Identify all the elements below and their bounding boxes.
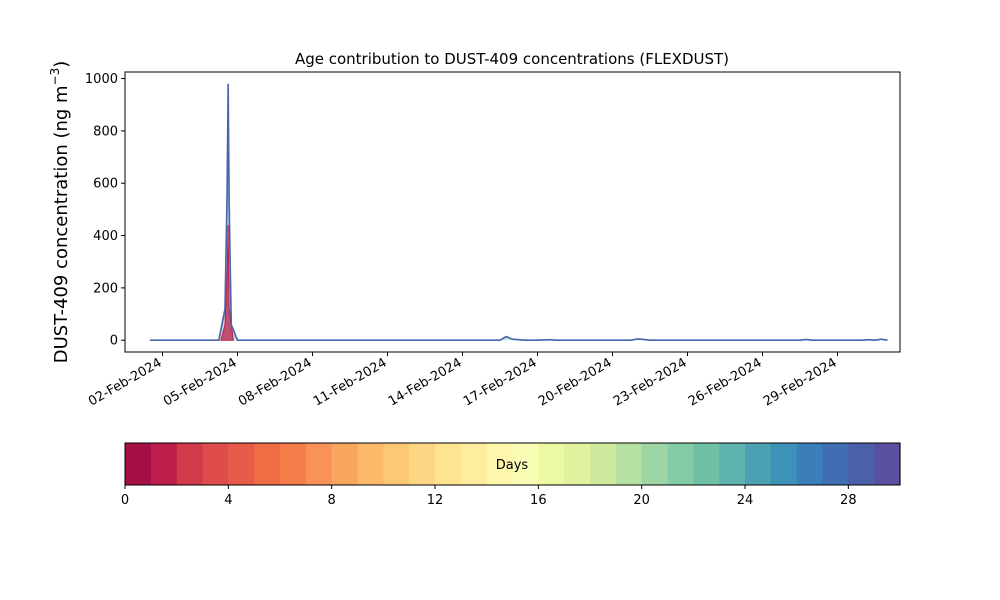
colorbar-segment — [150, 443, 178, 485]
colorbar-tick-label: 24 — [737, 493, 754, 508]
y-axis: 0 200 400 600 800 1000 — [85, 72, 125, 349]
colorbar-segment — [796, 443, 824, 485]
y-tick-label: 400 — [93, 229, 118, 244]
y-axis-label: DUST-409 concentration (ng m−3) — [48, 61, 72, 364]
series-total-area — [150, 83, 888, 341]
colorbar-segment — [357, 443, 384, 485]
colorbar-segment — [383, 443, 410, 485]
colorbar-segment — [305, 443, 333, 485]
y-tick-label: 0 — [110, 334, 118, 349]
colorbar-segment — [228, 443, 255, 485]
colorbar-segment — [331, 443, 359, 485]
colorbar-segment — [745, 443, 772, 485]
colorbar-segment — [512, 443, 539, 485]
x-tick-label: 26-Feb-2024 — [686, 355, 765, 409]
colorbar-segment — [280, 443, 307, 485]
colorbar-tick-label: 4 — [224, 493, 232, 508]
x-tick-label: 29-Feb-2024 — [761, 355, 840, 409]
x-axis: 02-Feb-202405-Feb-202408-Feb-202411-Feb-… — [86, 352, 840, 409]
colorbar-tick-label: 16 — [530, 493, 547, 508]
chart-title: Age contribution to DUST-409 concentrati… — [295, 50, 729, 68]
y-tick-label: 600 — [93, 177, 118, 192]
series-mid-line — [150, 109, 888, 341]
colorbar-tick-label: 20 — [633, 493, 650, 508]
colorbar-segment — [770, 443, 798, 485]
colorbar — [125, 443, 901, 485]
colorbar-segment — [409, 443, 436, 485]
colorbar-segment — [202, 443, 229, 485]
colorbar-label: Days — [496, 458, 529, 473]
colorbar-segment — [822, 443, 849, 485]
x-tick-label: 20-Feb-2024 — [536, 355, 615, 409]
series-young-area — [220, 225, 234, 341]
x-tick-label: 14-Feb-2024 — [386, 355, 465, 409]
x-tick-label: 08-Feb-2024 — [236, 355, 315, 409]
colorbar-segment — [667, 443, 694, 485]
colorbar-ticks: 0 4 8 12 16 20 24 28 — [121, 485, 857, 508]
x-tick-label: 23-Feb-2024 — [611, 355, 690, 409]
colorbar-segment — [590, 443, 617, 485]
series-total-line — [150, 83, 888, 342]
colorbar-segment — [460, 443, 488, 485]
y-axis-label-text: DUST-409 concentration (ng m — [51, 85, 72, 363]
colorbar-segment — [615, 443, 643, 485]
colorbar-segment — [486, 443, 514, 485]
y-axis-label-close: ) — [51, 61, 72, 68]
y-tick-label: 1000 — [85, 72, 118, 87]
x-tick-label: 05-Feb-2024 — [161, 355, 240, 409]
colorbar-segment — [693, 443, 720, 485]
colorbar-segment — [874, 443, 901, 485]
colorbar-tick-label: 28 — [840, 493, 857, 508]
plot-frame — [124, 71, 901, 353]
colorbar-segment — [176, 443, 204, 485]
colorbar-segment — [719, 443, 746, 485]
colorbar-segment — [435, 443, 462, 485]
svg-text:DUST-409 concentration (ng m−3: DUST-409 concentration (ng m−3) — [48, 61, 72, 364]
x-tick-label: 17-Feb-2024 — [461, 355, 540, 409]
colorbar-segment — [848, 443, 875, 485]
y-axis-label-superscript: −3 — [48, 68, 62, 86]
colorbar-segment — [641, 443, 669, 485]
colorbar-frame — [124, 442, 901, 486]
x-tick-label: 11-Feb-2024 — [311, 355, 390, 409]
y-tick-label: 200 — [93, 281, 118, 296]
colorbar-segment — [564, 443, 591, 485]
x-tick-label: 02-Feb-2024 — [86, 355, 165, 409]
colorbar-tick-label: 12 — [427, 493, 444, 508]
y-tick-label: 800 — [93, 124, 118, 139]
colorbar-segment — [254, 443, 281, 485]
colorbar-segment — [538, 443, 565, 485]
colorbar-tick-label: 8 — [328, 493, 336, 508]
colorbar-segment — [125, 443, 152, 485]
plot-area — [150, 83, 888, 342]
colorbar-tick-label: 0 — [121, 493, 129, 508]
